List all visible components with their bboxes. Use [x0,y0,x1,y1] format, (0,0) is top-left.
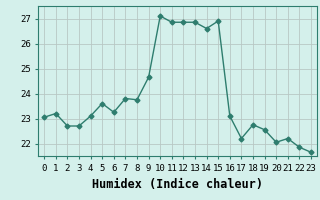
X-axis label: Humidex (Indice chaleur): Humidex (Indice chaleur) [92,178,263,191]
